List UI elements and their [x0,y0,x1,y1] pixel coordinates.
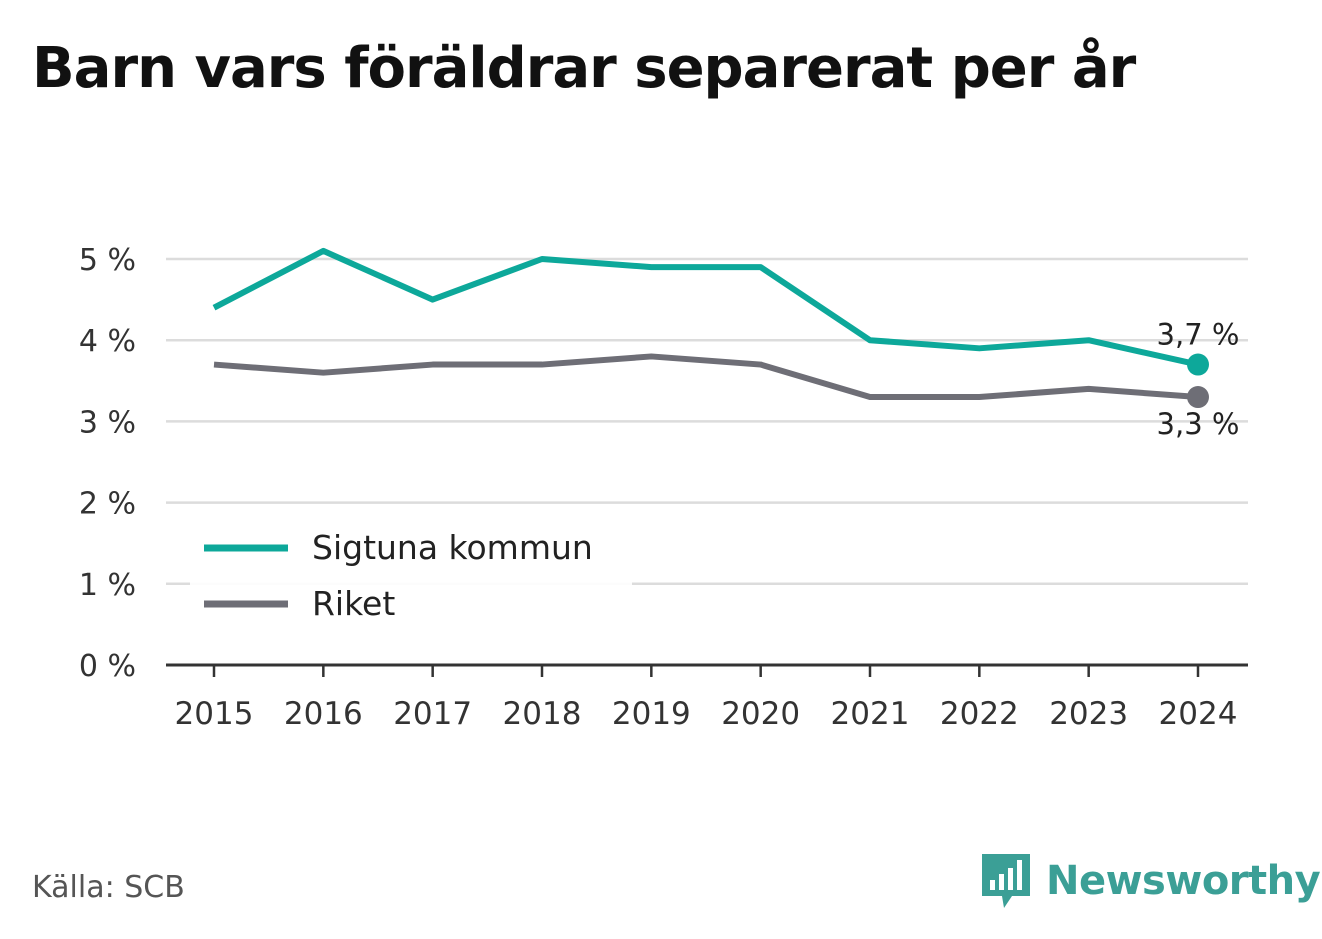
brand-name: Newsworthy [1046,858,1321,904]
legend-label: Riket [312,584,395,623]
series-line [213,353,1199,401]
y-tick-label: 4 % [79,324,136,359]
x-tick-label: 2015 [175,696,254,732]
axes: 0 % 1 % 2 % 3 % 4 % 5 % 2015 2016 2017 2018 2019 20… [79,243,1248,732]
series-end-point [1187,353,1209,376]
series-lines: 3,7 % 3,3 % [212,247,1240,441]
legend: Sigtuna kommun Riket [190,522,632,634]
x-tick-label: 2023 [1049,696,1128,732]
x-tick-label: 2024 [1159,696,1238,732]
page-title: Barn vars föräldrar separerat per år [32,36,1136,101]
bar-chart-speech-bubble-icon [982,854,1030,908]
y-tick-label: 2 % [79,487,136,522]
x-tick-label: 2021 [831,696,910,732]
x-tick-label: 2016 [284,696,363,732]
legend-label: Sigtuna kommun [312,528,593,567]
legend-background [190,522,632,634]
y-tick-label: 1 % [79,568,136,603]
x-tick-label: 2018 [503,696,582,732]
series-end-label: 3,3 % [1157,407,1240,441]
x-tick-label: 2020 [721,696,800,732]
x-tick-label: 2017 [393,696,472,732]
series-end-label: 3,7 % [1157,318,1240,352]
y-tick-label: 3 % [79,405,136,440]
y-tick-label: 5 % [79,243,136,278]
series-end-point [1187,386,1209,409]
series-line [212,247,1199,368]
x-tick-label: 2022 [940,696,1019,732]
brand-logo: Newsworthy [980,852,1321,910]
x-tick-label: 2019 [612,696,691,732]
y-tick-label: 0 % [79,649,136,684]
source-note: Källa: SCB [32,870,185,905]
